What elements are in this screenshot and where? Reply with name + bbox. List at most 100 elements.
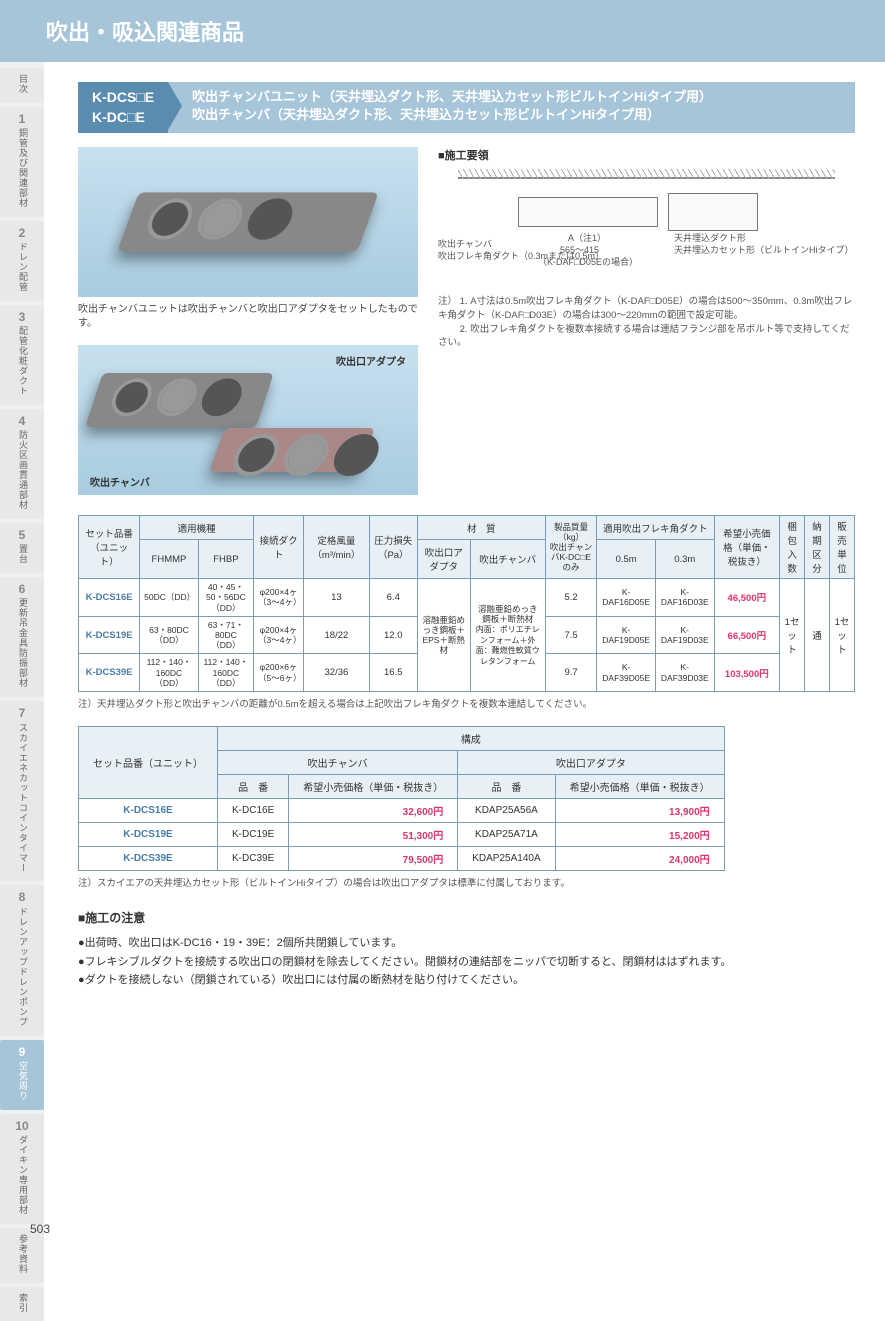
side-item-3[interactable]: 3配管化粧ダクト [0, 305, 44, 405]
cell-fhmmp: 50DC（DD） [140, 579, 199, 617]
comp-row: K-DCS39EK-DC39E79,500円KDAP25A140A24,000円 [79, 846, 725, 870]
cell-ad: KDAP25A140A [458, 846, 555, 870]
cell-adp: 15,200円 [555, 822, 724, 846]
th-pack: 梱包入数 [780, 516, 805, 579]
cell-loss: 6.4 [369, 579, 417, 617]
diag-label-r2: 天井埋込カセット形（ビルトインHiタイプ） [674, 243, 854, 256]
page-title: 吹出・吸込関連商品 [46, 15, 244, 47]
side-item-9[interactable]: 9 空気周り [0, 1040, 44, 1110]
cell-chp: 79,500円 [289, 846, 458, 870]
side-item-2[interactable]: 2ドレン配管 [0, 221, 44, 301]
side-item-0[interactable]: 目次 [0, 68, 44, 103]
title-codes: K-DCS□E K-DC□E [78, 82, 168, 133]
comp-row: K-DCS19EK-DC19E51,300円KDAP25A71A15,200円 [79, 822, 725, 846]
notes-prefix: 注） [438, 296, 457, 307]
cell-price: 103,500円 [714, 654, 780, 692]
side-item-4[interactable]: 4防火区画貫通部材 [0, 409, 44, 519]
side-label: 配管化粧ダクト [17, 326, 27, 396]
th-mat: 材 質 [417, 516, 545, 540]
cell-code: K-DCS16E [79, 579, 140, 617]
cell-f05: K-DAF39D05E [597, 654, 656, 692]
side-num: 9 [2, 1046, 42, 1059]
cell-mass: 7.5 [545, 616, 597, 654]
th-air: 定格風量（m³/min） [304, 516, 370, 579]
cell-lead: 通 [805, 579, 830, 692]
cell-fhmmp: 112・140・160DC（DD） [140, 654, 199, 692]
t2-th-ad: 吹出口アダプタ [458, 750, 724, 774]
cell-f03: K-DAF16D03E [655, 579, 714, 617]
th-f03: 0.3m [655, 539, 714, 578]
side-item-8[interactable]: 8ドレンアップドレンポンプ [0, 885, 44, 1035]
cell-fhbp: 63・71・80DC（DD） [198, 616, 253, 654]
th-fhbp: FHBP [198, 539, 253, 578]
side-item-7[interactable]: 7スカイエネカットコインタイマー [0, 701, 44, 881]
side-item-10[interactable]: 10ダイキン専用部材 [0, 1114, 44, 1224]
th-duct: 接続ダクト [254, 516, 304, 579]
cell-mass: 9.7 [545, 654, 597, 692]
side-label: 参考資料 [17, 1234, 27, 1274]
cell-fhmmp: 63・80DC（DD） [140, 616, 199, 654]
side-item-12[interactable]: 索引 [0, 1287, 44, 1321]
cell-f05: K-DAF16D05E [597, 579, 656, 617]
t2-th-part1: 品 番 [218, 774, 289, 798]
title-block: K-DCS□E K-DC□E 吹出チャンバユニット（天井埋込ダクト形、天井埋込カ… [78, 82, 855, 133]
cell-ch: K-DC16E [218, 798, 289, 822]
cell-mass: 5.2 [545, 579, 597, 617]
th-flex: 適用吹出フレキ角ダクト [597, 516, 714, 540]
cell-code: K-DCS39E [79, 654, 140, 692]
code-1: K-DCS□E [92, 88, 154, 108]
t2-th-set: セット品番（ユニット） [79, 726, 218, 798]
t2-th-part2: 品 番 [458, 774, 555, 798]
side-item-5[interactable]: 5置台 [0, 523, 44, 573]
cell-adp: 13,900円 [555, 798, 724, 822]
th-price: 希望小売価格（単価・税抜き） [714, 516, 780, 579]
comp-row: K-DCS16EK-DC16E32,600円KDAP25A56A13,900円 [79, 798, 725, 822]
caution-item: ●出荷時、吹出口はK-DC16・19・39E：2個所共閉鎖しています。 [78, 934, 855, 953]
th-mass-main: 製品質量（kg） [554, 522, 588, 542]
caution-list: ●出荷時、吹出口はK-DC16・19・39E：2個所共閉鎖しています。●フレキシ… [78, 934, 855, 990]
cell-pack: 1セット [780, 579, 805, 692]
cell-fhbp: 112・140・160DC（DD） [198, 654, 253, 692]
side-num: 2 [2, 227, 42, 240]
cell-air: 32/36 [304, 654, 370, 692]
t2-th-cham: 吹出チャンバ [218, 750, 458, 774]
side-num: 1 [2, 113, 42, 126]
th-unit: 販売単位 [829, 516, 854, 579]
side-label: 目次 [17, 74, 27, 94]
caution-item: ●フレキシブルダクトを接続する吹出口の閉鎖材を除去してください。閉鎖材の連結部を… [78, 953, 855, 972]
cell-loss: 12.0 [369, 616, 417, 654]
cell-ad: KDAP25A71A [458, 822, 555, 846]
table1-footnote: 注）天井埋込ダクト形と吹出チャンバの距離が0.5mを超える場合は上記吹出フレキ角… [78, 696, 855, 710]
cell-chp: 32,600円 [289, 798, 458, 822]
th-set: セット品番（ユニット） [79, 516, 140, 579]
cell-duct: φ200×4ヶ（3～4ヶ） [254, 579, 304, 617]
cell-loss: 16.5 [369, 654, 417, 692]
photo1-caption: 吹出チャンバユニットは吹出チャンバと吹出口アダプタをセットしたものです。 [78, 303, 418, 331]
th-fhmmp: FHMMP [140, 539, 199, 578]
cell-price: 46,500円 [714, 579, 780, 617]
diag-label-sub: （K-DAF□D05Eの場合） [538, 255, 638, 268]
install-diagram: 吹出チャンバ 吹出フレキ角ダクト（0.3mまたは0.5m） A（注1） 565～… [438, 169, 855, 289]
table2-footnote: 注）スカイエアの天井埋込カセット形（ビルトインHiタイプ）の場合は吹出口アダプタ… [78, 875, 855, 889]
cell-price: 66,500円 [714, 616, 780, 654]
side-item-6[interactable]: 6 更新吊金具防振部材 [0, 577, 44, 697]
side-label: ダイキン専用部材 [17, 1135, 27, 1215]
side-num: 4 [2, 415, 42, 428]
desc-1: 吹出チャンバユニット（天井埋込ダクト形、天井埋込カセット形ビルトインHiタイプ用… [192, 88, 841, 106]
th-mat-ad: 吹出口アダプタ [417, 539, 470, 578]
side-num: 6 [2, 583, 42, 596]
cell-ch: K-DC39E [218, 846, 289, 870]
side-label: 置台 [17, 544, 27, 564]
cell-set: K-DCS16E [79, 798, 218, 822]
side-label: 更新吊金具防振部材 [17, 598, 27, 688]
code-2: K-DC□E [92, 108, 154, 128]
cell-set: K-DCS39E [79, 846, 218, 870]
caution-heading: ■施工の注意 [78, 909, 855, 926]
product-photo-2: 吹出口アダプタ 吹出チャンバ [78, 345, 418, 495]
side-label: 空気周り [17, 1061, 27, 1101]
cell-adp: 24,000円 [555, 846, 724, 870]
side-item-1[interactable]: 1銅管及び関連部材 [0, 107, 44, 217]
side-label: スカイエネカットコインタイマー [17, 723, 27, 873]
t2-th-price1: 希望小売価格（単価・税抜き） [289, 774, 458, 798]
page-number: 503 [30, 1222, 50, 1236]
